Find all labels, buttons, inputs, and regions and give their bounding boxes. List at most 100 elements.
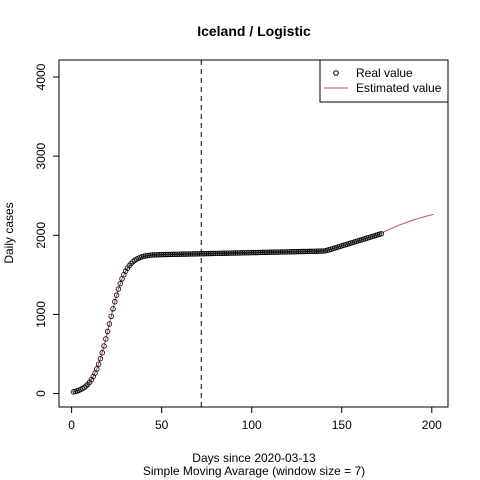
data-point xyxy=(308,248,314,255)
data-point xyxy=(236,250,242,256)
data-point xyxy=(173,251,179,257)
data-point xyxy=(297,248,304,255)
legend-label: Real value xyxy=(356,66,413,80)
data-point xyxy=(315,248,322,254)
y-tick-label: 3000 xyxy=(34,142,48,169)
data-point xyxy=(247,249,253,256)
data-point xyxy=(202,250,208,257)
data-point xyxy=(211,250,217,257)
data-point xyxy=(248,249,255,256)
data-point xyxy=(149,252,156,258)
data-point xyxy=(212,250,219,257)
data-point xyxy=(272,249,278,255)
data-point xyxy=(310,248,316,254)
data-point xyxy=(151,252,158,258)
x-tick-label: 50 xyxy=(155,418,169,432)
data-point xyxy=(112,299,118,305)
data-point xyxy=(268,249,275,255)
data-point xyxy=(229,250,235,256)
data-point xyxy=(227,250,233,256)
data-point xyxy=(194,251,201,257)
data-point xyxy=(180,251,186,257)
data-point xyxy=(220,250,226,256)
data-point xyxy=(153,252,159,258)
data-point xyxy=(164,251,170,258)
data-point xyxy=(175,251,181,257)
data-point xyxy=(207,250,213,257)
data-point xyxy=(104,328,111,335)
data-point xyxy=(243,250,249,256)
data-point xyxy=(106,321,113,327)
x-axis-label: Days since 2020-03-13 xyxy=(192,451,316,465)
data-point xyxy=(303,248,309,255)
data-point xyxy=(225,250,231,256)
data-point xyxy=(313,248,320,254)
data-point xyxy=(259,249,266,256)
data-point xyxy=(191,251,197,257)
plot-frame xyxy=(58,59,449,408)
legend-label: Estimated value xyxy=(356,81,442,95)
data-point xyxy=(155,252,161,258)
data-point xyxy=(113,292,120,298)
data-point xyxy=(203,250,210,257)
subtitle: Simple Moving Avarage (window size = 7) xyxy=(143,464,365,478)
data-point xyxy=(115,286,122,292)
data-point xyxy=(166,251,172,258)
x-tick-label: 200 xyxy=(422,418,442,432)
data-point xyxy=(176,251,183,257)
data-point xyxy=(277,249,284,255)
legend-box xyxy=(319,59,449,103)
data-point xyxy=(167,251,174,258)
data-point xyxy=(205,250,212,257)
data-point xyxy=(258,249,264,256)
data-point xyxy=(378,230,385,237)
y-tick-label: 1000 xyxy=(34,301,48,328)
data-point xyxy=(281,249,287,255)
data-point xyxy=(232,250,239,256)
data-point xyxy=(223,250,230,256)
data-point xyxy=(171,251,177,258)
data-point xyxy=(117,280,123,287)
data-point xyxy=(169,251,176,258)
data-point xyxy=(184,251,190,257)
data-point xyxy=(110,306,116,312)
data-point xyxy=(294,248,300,255)
data-point xyxy=(299,248,305,255)
data-point xyxy=(288,249,295,255)
data-point xyxy=(122,268,129,274)
data-point xyxy=(193,251,199,257)
data-point xyxy=(162,251,168,258)
data-point xyxy=(286,249,293,255)
data-point xyxy=(239,250,246,256)
legend-symbol xyxy=(333,70,339,76)
data-point xyxy=(185,251,192,257)
data-point xyxy=(283,249,289,255)
data-point xyxy=(209,250,215,257)
data-point xyxy=(256,249,262,256)
y-tick-label: 4000 xyxy=(34,63,48,90)
data-point xyxy=(306,248,313,255)
x-tick-label: 0 xyxy=(68,418,75,432)
data-point xyxy=(241,250,248,256)
data-point xyxy=(99,350,105,356)
data-point xyxy=(198,251,204,257)
data-point xyxy=(178,251,185,257)
data-point xyxy=(158,251,165,258)
data-point xyxy=(238,250,244,256)
data-point xyxy=(317,248,323,254)
data-point xyxy=(290,249,296,255)
data-point xyxy=(301,248,307,255)
data-point xyxy=(252,249,259,256)
data-point xyxy=(187,251,194,257)
data-point xyxy=(200,251,206,257)
x-tick-label: 150 xyxy=(332,418,352,432)
data-point xyxy=(108,313,114,320)
data-point xyxy=(230,250,237,256)
data-point xyxy=(263,249,269,255)
data-point xyxy=(304,248,311,255)
data-point xyxy=(276,249,282,255)
data-point xyxy=(95,361,102,367)
data-point xyxy=(101,343,107,349)
x-tick-label: 100 xyxy=(242,418,262,432)
data-point xyxy=(274,249,280,255)
